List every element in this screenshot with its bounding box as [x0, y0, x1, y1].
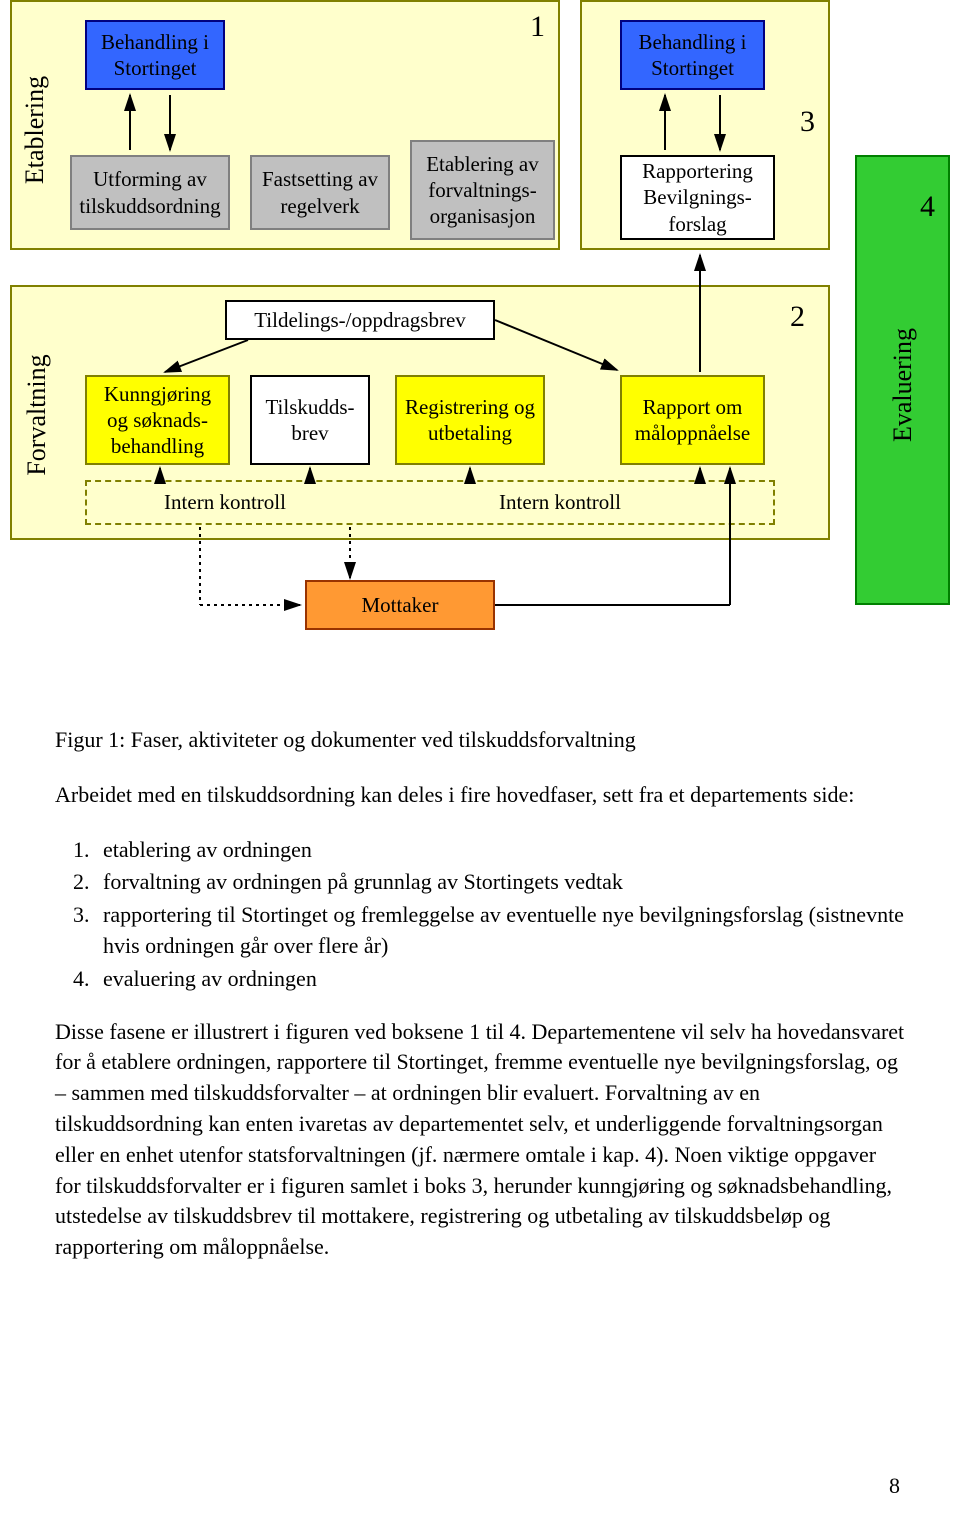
- intern-kontroll-1: Intern kontroll: [135, 485, 315, 520]
- box-behandling-1: Behandling i Stortinget: [85, 20, 225, 90]
- box-registrering: Registrering og utbetaling: [395, 375, 545, 465]
- box-mottaker: Mottaker: [305, 580, 495, 630]
- box-tildelings: Tildelings-/oppdragsbrev: [225, 300, 495, 340]
- label-forvaltning: Forvaltning: [22, 350, 52, 480]
- box-kunngjoring: Kunngjøring og søknads-behandling: [85, 375, 230, 465]
- phase-2: forvaltning av ordningen på grunnlag av …: [95, 867, 905, 898]
- num-3: 3: [800, 105, 815, 139]
- box-utforming: Utforming av tilskuddsordning: [70, 155, 230, 230]
- label-etablering: Etablering: [20, 70, 50, 190]
- diagram: Etablering Forvaltning Evaluering 1 3 4 …: [0, 0, 960, 700]
- phase-1: etablering av ordningen: [95, 835, 905, 866]
- intro-para: Arbeidet med en tilskuddsordning kan del…: [55, 780, 905, 811]
- box-tilskuddsbrev: Tilskudds-brev: [250, 375, 370, 465]
- box-rapportering: Rapportering Bevilgnings-forslag: [620, 155, 775, 240]
- body-text: Figur 1: Faser, aktiviteter og dokumente…: [55, 725, 905, 1285]
- num-2: 2: [790, 300, 805, 334]
- num-1: 1: [530, 10, 545, 44]
- num-4: 4: [920, 190, 935, 224]
- label-evaluering: Evaluering: [888, 320, 918, 450]
- figure-title: Figur 1: Faser, aktiviteter og dokumente…: [55, 725, 905, 756]
- box-behandling-2: Behandling i Stortinget: [620, 20, 765, 90]
- phase-4: evaluering av ordningen: [95, 964, 905, 995]
- phase-list: etablering av ordningen forvaltning av o…: [55, 835, 905, 995]
- main-para: Disse fasene er illustrert i figuren ved…: [55, 1017, 905, 1263]
- page-number: 8: [889, 1473, 900, 1499]
- intern-kontroll-2: Intern kontroll: [470, 485, 650, 520]
- box-rapport: Rapport om måloppnåelse: [620, 375, 765, 465]
- box-etablering-forv: Etablering av forvaltnings-organisasjon: [410, 140, 555, 240]
- phase-3: rapportering til Stortinget og fremlegge…: [95, 900, 905, 962]
- box-fastsetting: Fastsetting av regelverk: [250, 155, 390, 230]
